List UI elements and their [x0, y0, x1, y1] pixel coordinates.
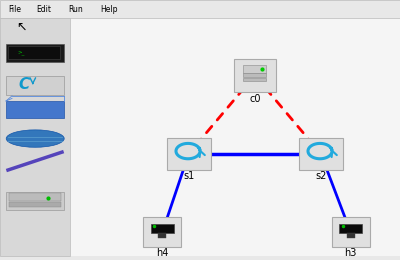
Bar [70, 18, 400, 256]
Bar [9, 202, 61, 207]
Text: Edit: Edit [36, 5, 51, 14]
Bar [339, 224, 362, 233]
Text: c0: c0 [249, 94, 260, 104]
Bar [9, 193, 61, 201]
Bar [243, 65, 266, 73]
Bar [8, 46, 60, 59]
Bar [6, 76, 64, 95]
Bar [6, 192, 64, 210]
Bar [0, 0, 400, 18]
Text: File: File [8, 5, 21, 14]
Text: h4: h4 [156, 249, 168, 258]
FancyBboxPatch shape [332, 217, 370, 247]
Bar [243, 78, 266, 81]
Text: >_: >_ [18, 50, 25, 55]
Bar [346, 233, 354, 238]
Ellipse shape [6, 130, 64, 147]
FancyBboxPatch shape [6, 101, 64, 118]
Bar [158, 233, 166, 238]
Text: s1: s1 [183, 171, 194, 181]
Text: Run: Run [68, 5, 83, 14]
FancyBboxPatch shape [144, 217, 182, 247]
FancyBboxPatch shape [167, 138, 211, 170]
Bar [0, 18, 70, 256]
FancyBboxPatch shape [299, 138, 343, 170]
FancyBboxPatch shape [234, 59, 276, 92]
Bar [243, 73, 266, 77]
Bar [6, 44, 64, 62]
Text: ↖: ↖ [17, 20, 27, 33]
Text: Help: Help [100, 5, 118, 14]
Text: h3: h3 [344, 249, 357, 258]
Bar [151, 224, 174, 233]
Text: C: C [18, 77, 30, 92]
Text: s2: s2 [315, 171, 326, 181]
